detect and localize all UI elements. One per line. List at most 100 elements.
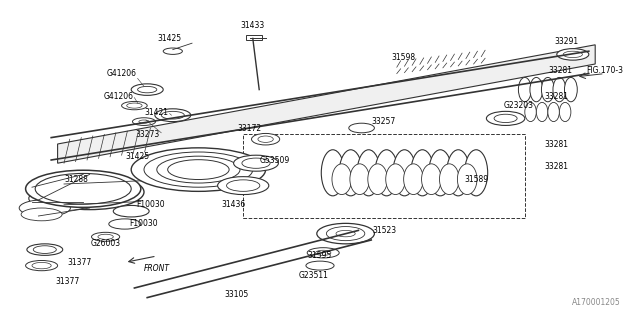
Text: G41206: G41206 bbox=[104, 92, 133, 100]
Ellipse shape bbox=[518, 77, 531, 102]
Ellipse shape bbox=[557, 49, 589, 60]
Ellipse shape bbox=[35, 173, 131, 204]
Ellipse shape bbox=[349, 123, 374, 133]
Text: 31425: 31425 bbox=[125, 152, 150, 161]
Ellipse shape bbox=[336, 230, 355, 237]
Ellipse shape bbox=[525, 102, 536, 122]
Ellipse shape bbox=[33, 246, 56, 253]
Ellipse shape bbox=[45, 178, 134, 206]
Ellipse shape bbox=[161, 111, 184, 119]
Ellipse shape bbox=[163, 48, 182, 54]
Ellipse shape bbox=[422, 164, 441, 195]
Text: 33281: 33281 bbox=[545, 140, 569, 148]
Ellipse shape bbox=[218, 177, 269, 195]
Text: 31425: 31425 bbox=[157, 34, 182, 43]
Text: 31598: 31598 bbox=[391, 53, 415, 62]
Text: F10030: F10030 bbox=[130, 220, 158, 228]
Ellipse shape bbox=[447, 150, 470, 196]
Ellipse shape bbox=[316, 250, 331, 255]
Ellipse shape bbox=[563, 51, 582, 58]
Ellipse shape bbox=[131, 84, 163, 95]
Ellipse shape bbox=[404, 164, 423, 195]
Ellipse shape bbox=[486, 111, 525, 125]
Ellipse shape bbox=[326, 227, 365, 241]
Text: F10030: F10030 bbox=[136, 200, 164, 209]
Text: FRONT: FRONT bbox=[144, 264, 170, 273]
Ellipse shape bbox=[242, 158, 270, 168]
Ellipse shape bbox=[138, 86, 157, 93]
Ellipse shape bbox=[375, 150, 398, 196]
Ellipse shape bbox=[548, 102, 559, 122]
Ellipse shape bbox=[155, 109, 191, 122]
Text: A170001205: A170001205 bbox=[572, 298, 621, 307]
Ellipse shape bbox=[144, 152, 253, 187]
Text: 31421: 31421 bbox=[145, 108, 169, 116]
Ellipse shape bbox=[109, 219, 141, 229]
Ellipse shape bbox=[122, 101, 147, 110]
Ellipse shape bbox=[139, 120, 149, 123]
Ellipse shape bbox=[564, 77, 577, 102]
Text: 31589: 31589 bbox=[465, 175, 489, 184]
Ellipse shape bbox=[29, 187, 99, 210]
Text: 33291: 33291 bbox=[554, 37, 579, 46]
Ellipse shape bbox=[127, 103, 142, 108]
Ellipse shape bbox=[494, 114, 517, 123]
Ellipse shape bbox=[559, 102, 571, 122]
Ellipse shape bbox=[113, 205, 149, 217]
Text: 33172: 33172 bbox=[237, 124, 262, 132]
Ellipse shape bbox=[26, 260, 58, 271]
Ellipse shape bbox=[258, 136, 273, 142]
Ellipse shape bbox=[386, 164, 405, 195]
Text: 33281: 33281 bbox=[545, 92, 569, 100]
Ellipse shape bbox=[307, 248, 339, 258]
Ellipse shape bbox=[350, 164, 369, 195]
Text: G26003: G26003 bbox=[90, 239, 121, 248]
Text: G53509: G53509 bbox=[260, 156, 291, 164]
Ellipse shape bbox=[35, 174, 144, 210]
Ellipse shape bbox=[339, 150, 362, 196]
Ellipse shape bbox=[21, 208, 62, 221]
Bar bbox=[246, 35, 262, 40]
Text: 33281: 33281 bbox=[548, 66, 572, 75]
Ellipse shape bbox=[465, 150, 488, 196]
Ellipse shape bbox=[98, 234, 113, 239]
Ellipse shape bbox=[429, 150, 452, 196]
Ellipse shape bbox=[317, 223, 374, 244]
Ellipse shape bbox=[321, 150, 344, 196]
Ellipse shape bbox=[332, 164, 351, 195]
Ellipse shape bbox=[553, 77, 566, 102]
Ellipse shape bbox=[157, 156, 240, 183]
Ellipse shape bbox=[357, 150, 380, 196]
Text: 31433: 31433 bbox=[241, 21, 265, 30]
Ellipse shape bbox=[92, 232, 120, 241]
Text: 31595: 31595 bbox=[308, 252, 332, 260]
Ellipse shape bbox=[19, 200, 70, 216]
Text: G23203: G23203 bbox=[504, 101, 533, 110]
Text: G23511: G23511 bbox=[299, 271, 328, 280]
Ellipse shape bbox=[234, 155, 278, 171]
Text: 31523: 31523 bbox=[372, 226, 396, 235]
Ellipse shape bbox=[411, 150, 434, 196]
Ellipse shape bbox=[368, 164, 387, 195]
Ellipse shape bbox=[168, 160, 229, 180]
Ellipse shape bbox=[132, 118, 156, 125]
Text: FIG.170-3: FIG.170-3 bbox=[586, 66, 623, 75]
Ellipse shape bbox=[27, 244, 63, 255]
Text: 33105: 33105 bbox=[225, 290, 249, 299]
Text: 31288: 31288 bbox=[65, 175, 89, 184]
Polygon shape bbox=[58, 45, 595, 163]
Ellipse shape bbox=[252, 133, 280, 145]
Ellipse shape bbox=[536, 102, 548, 122]
Text: 31436: 31436 bbox=[221, 200, 246, 209]
Text: 31377: 31377 bbox=[55, 277, 79, 286]
Text: 33257: 33257 bbox=[372, 117, 396, 126]
Text: 31377: 31377 bbox=[68, 258, 92, 267]
Ellipse shape bbox=[530, 77, 543, 102]
Ellipse shape bbox=[227, 180, 260, 191]
Ellipse shape bbox=[440, 164, 459, 195]
Text: G41206: G41206 bbox=[107, 69, 136, 78]
Ellipse shape bbox=[393, 150, 416, 196]
Ellipse shape bbox=[35, 193, 93, 211]
Text: 33273: 33273 bbox=[135, 130, 159, 139]
Ellipse shape bbox=[32, 262, 51, 269]
